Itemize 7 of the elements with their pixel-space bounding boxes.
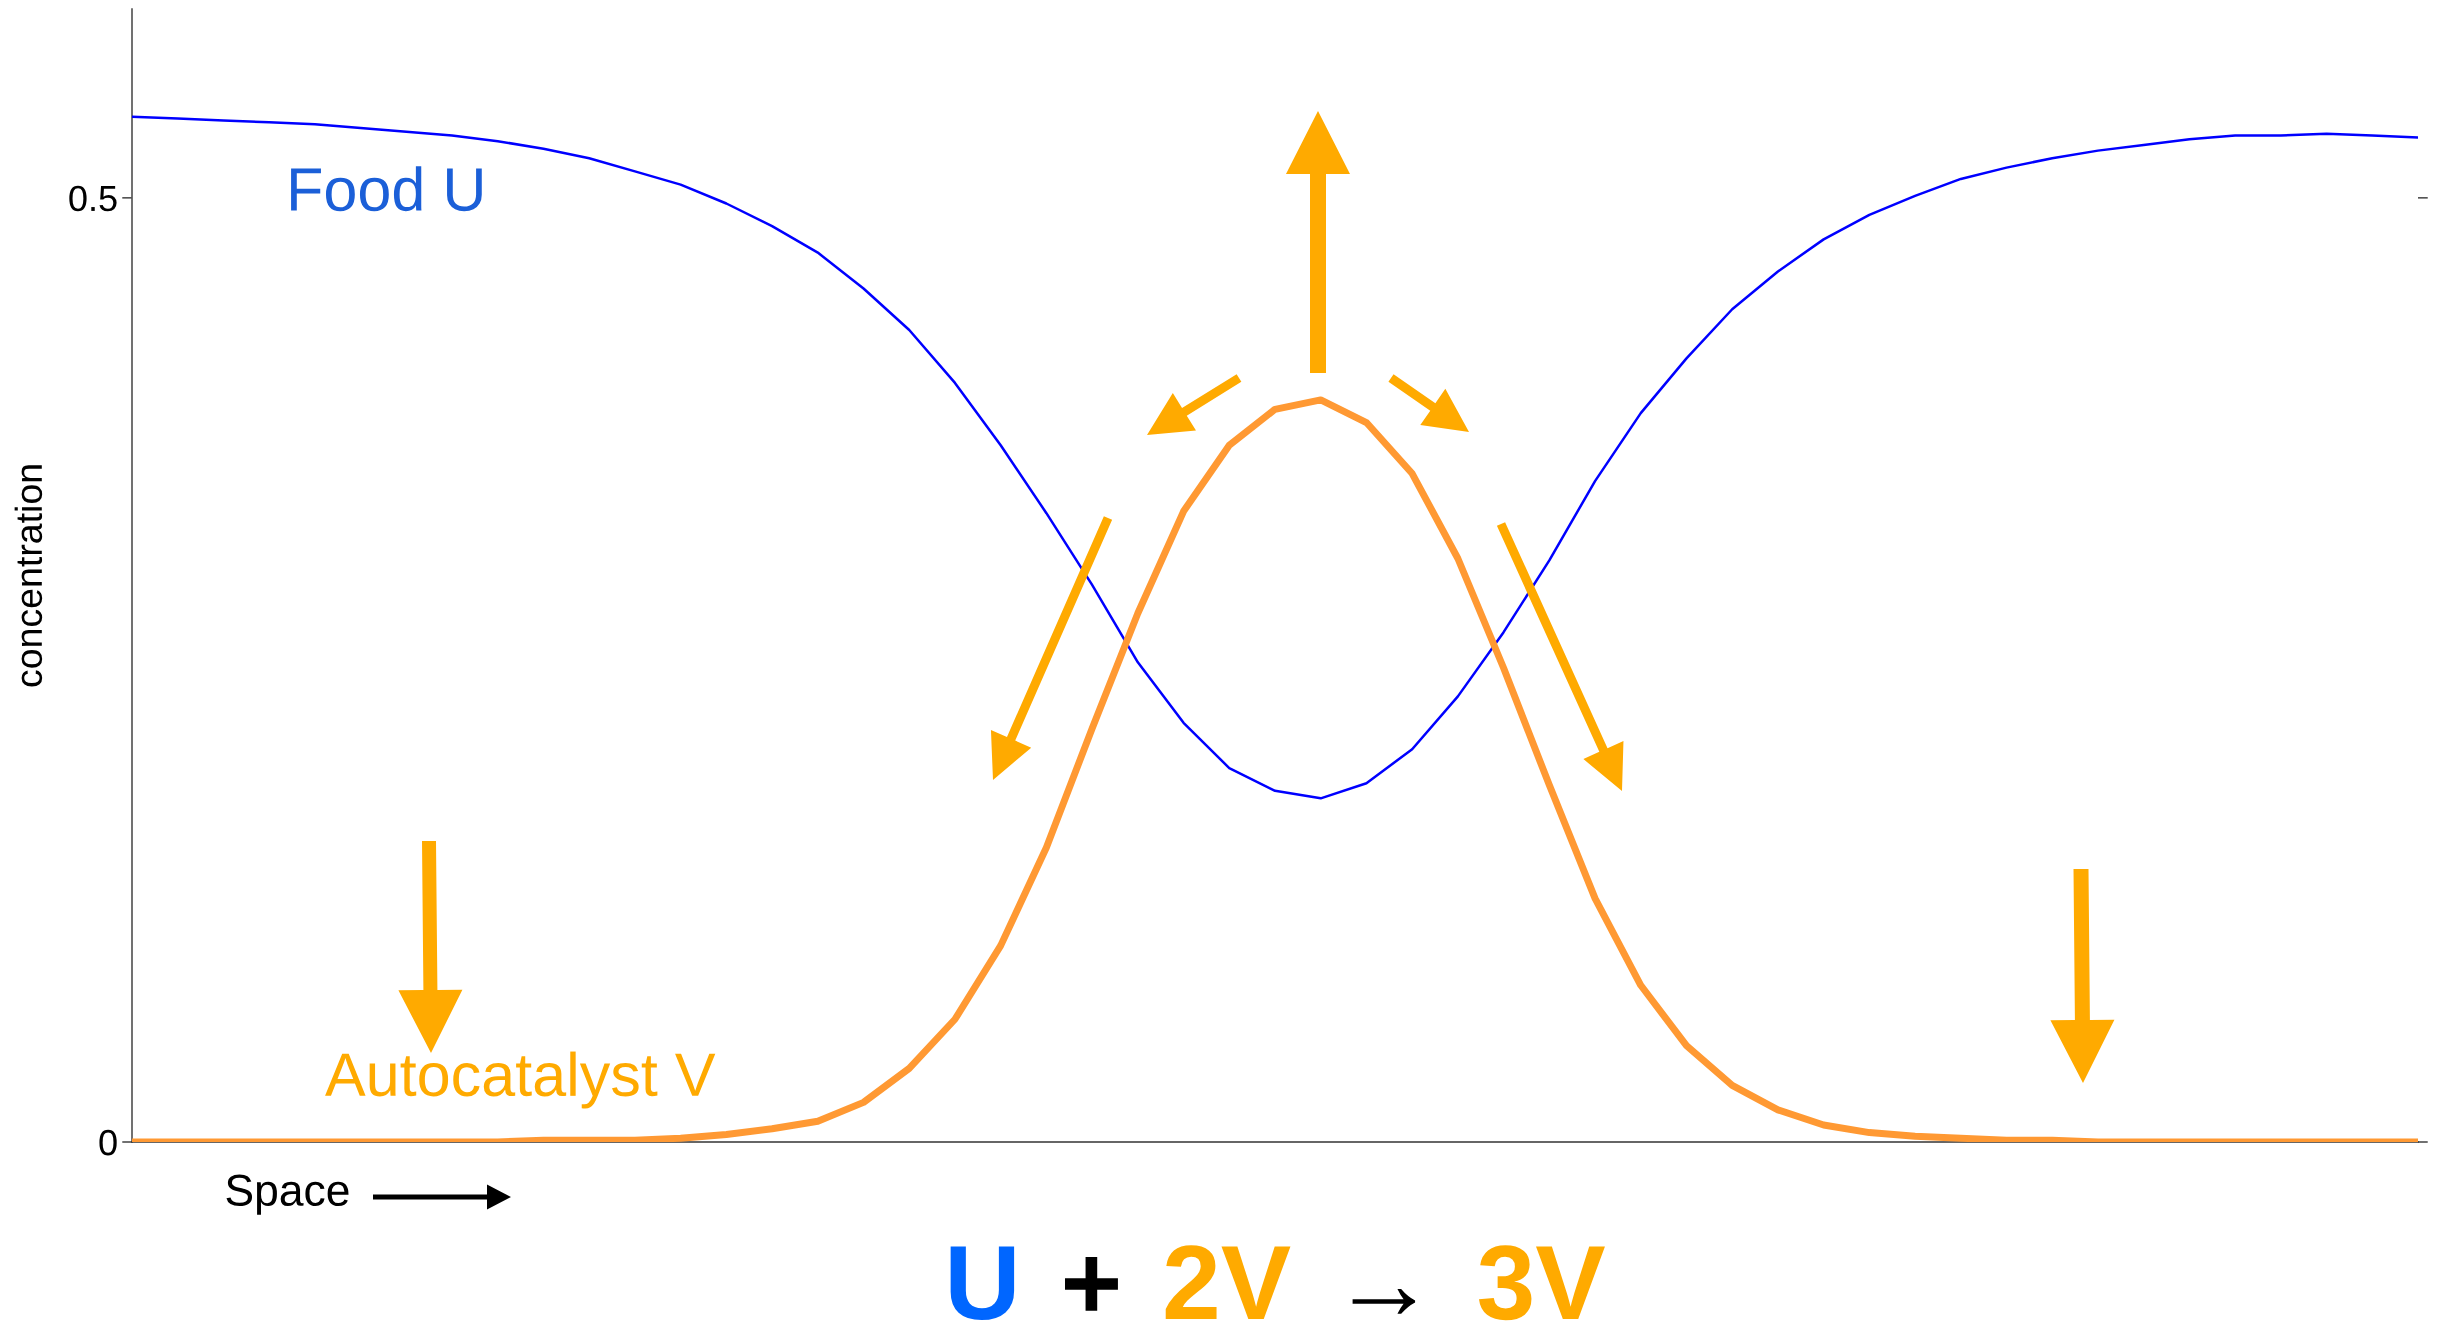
y-tick-label: 0.5 — [69, 185, 117, 212]
series-label: Autocatalyst V — [325, 1051, 716, 1109]
text: U + 2V → 3V — [950, 1245, 1605, 1321]
series-label: Food U — [291, 166, 482, 212]
y-tick-label: 0 — [99, 1129, 117, 1156]
x-axis-title: Space — [226, 1174, 349, 1215]
y-axis-title: concentration — [14, 465, 43, 687]
